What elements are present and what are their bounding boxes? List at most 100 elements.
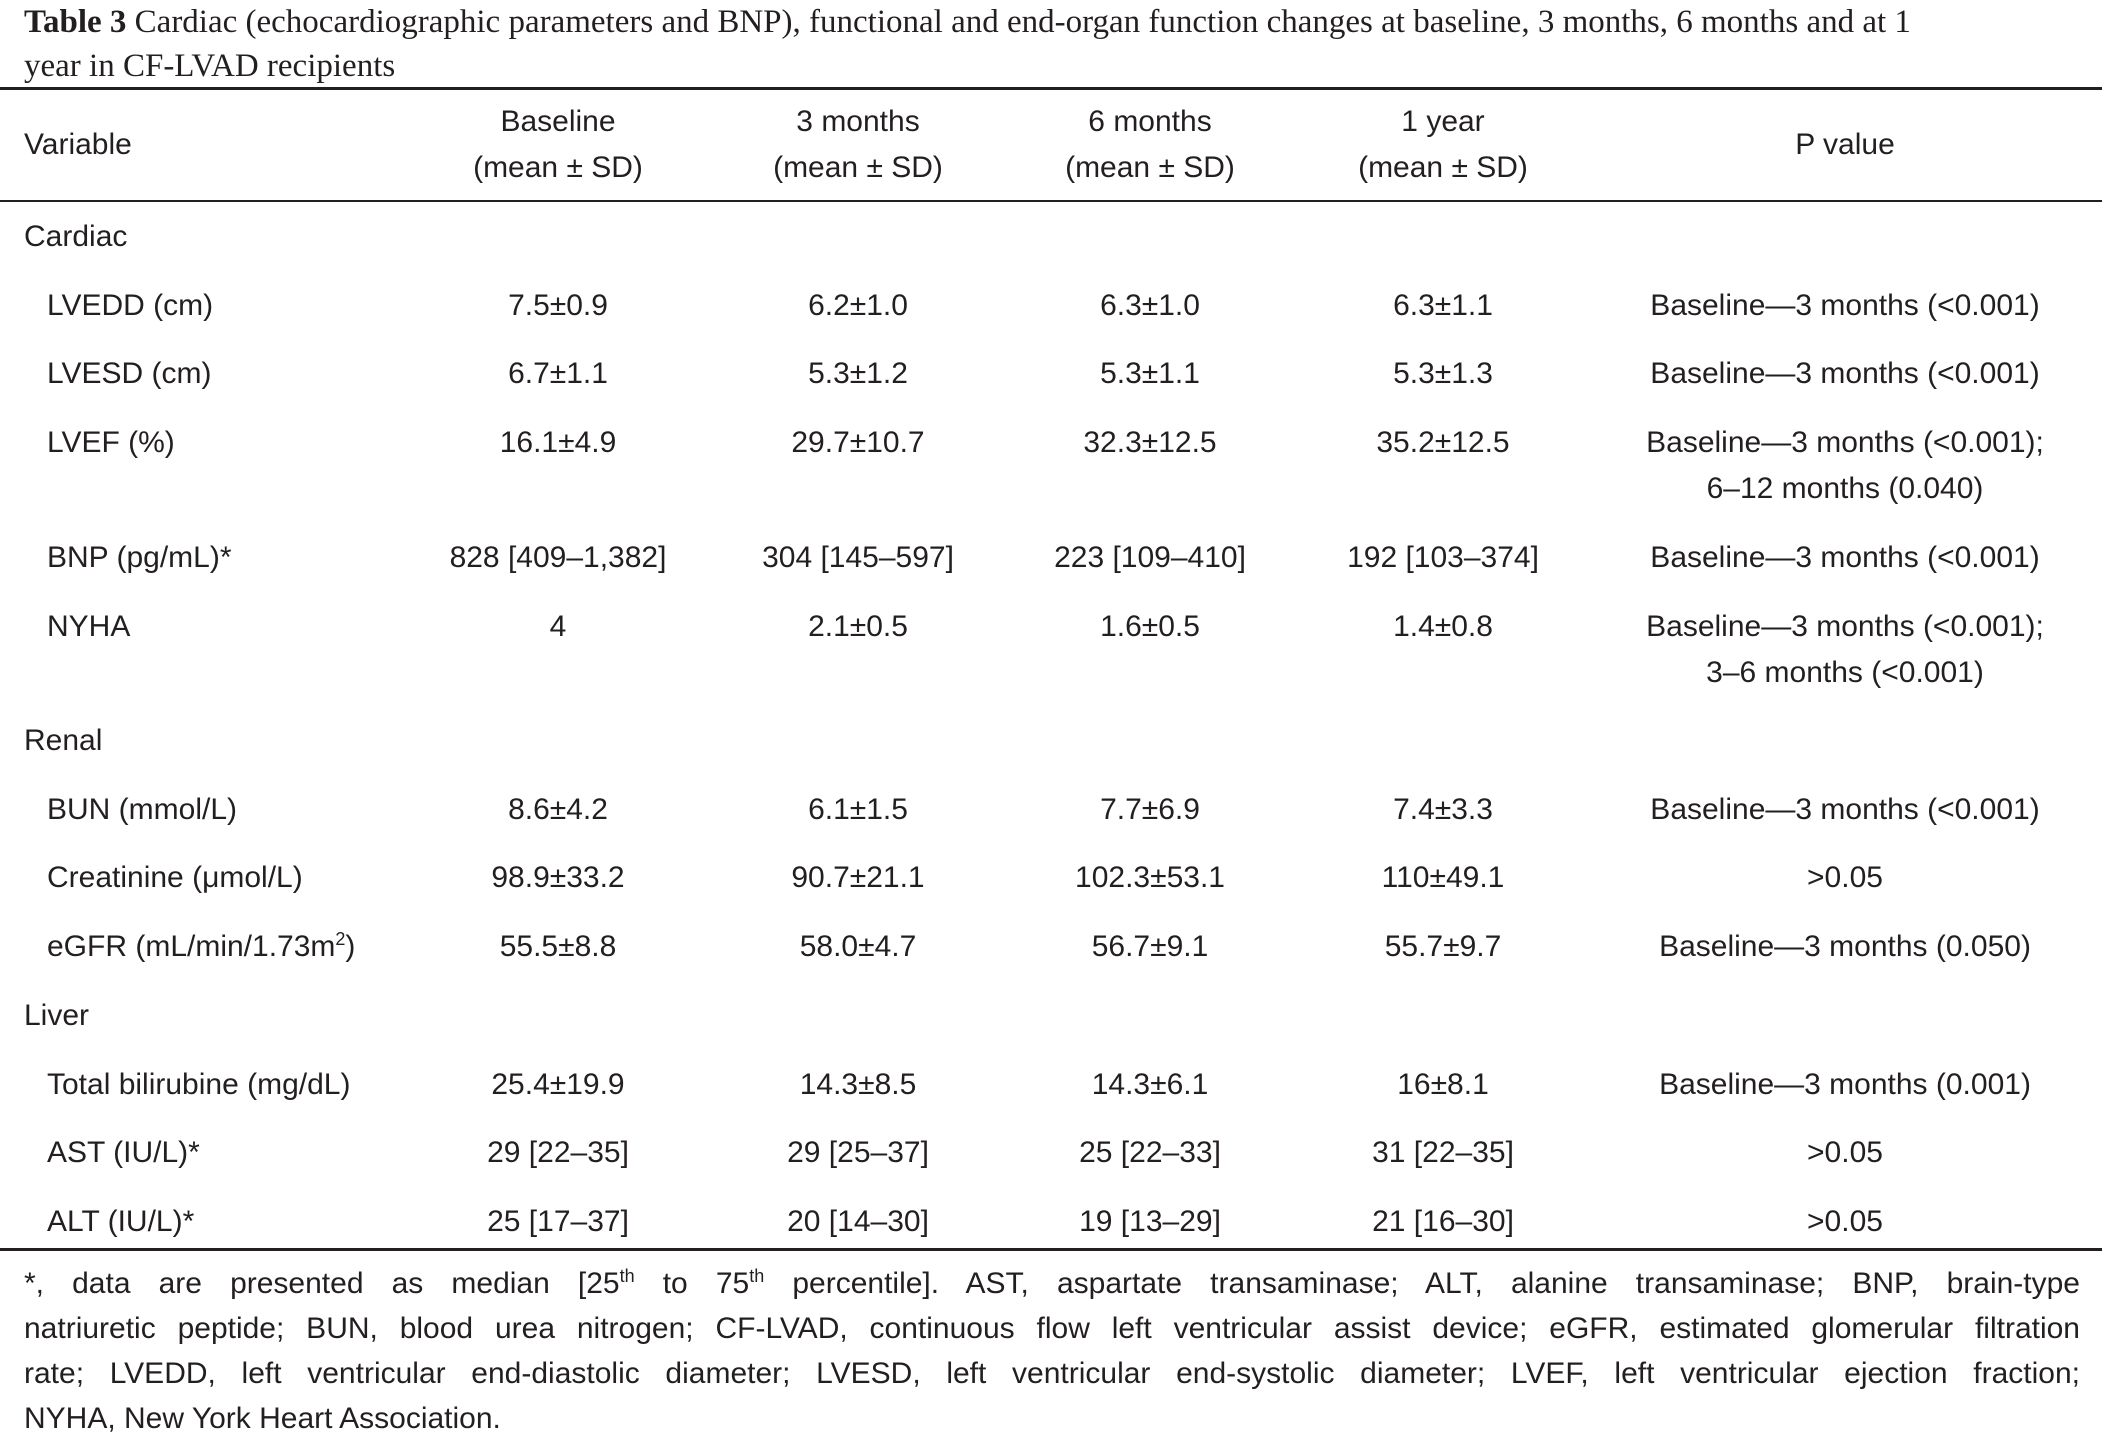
footnote-text: to 75 xyxy=(634,1267,750,1300)
lvedd-6-months: 6.3±1.0 xyxy=(1100,289,1200,322)
row-label-lvedd: LVEDD (cm) xyxy=(47,289,214,322)
nyha-baseline: 4 xyxy=(549,610,567,643)
alt-baseline: 25 [17–37] xyxy=(487,1205,629,1238)
lvef-p-value-line-1: Baseline—3 months (<0.001); xyxy=(1646,426,2044,459)
nyha-p-value-line-2: 3–6 months (<0.001) xyxy=(1706,656,1984,689)
section-cardiac: Cardiac xyxy=(24,220,128,253)
lvef-p-value: Baseline—3 months (<0.001); 6–12 months … xyxy=(1646,420,2044,512)
bnp-1-year: 192 [103–374] xyxy=(1347,541,1539,574)
footnote-line-3: rate; LVEDD, left ventricular end-diasto… xyxy=(24,1357,2080,1390)
egfr-label-superscript: 2 xyxy=(335,929,346,949)
bottom-rule xyxy=(0,1248,2102,1251)
caption-line-1: Table 3 Cardiac (echocardiographic param… xyxy=(24,0,2084,44)
alt-1-year: 21 [16–30] xyxy=(1372,1205,1514,1238)
header-1-year-line-2: (mean ± SD) xyxy=(1358,151,1528,184)
header-variable: Variable xyxy=(24,128,132,161)
lvef-6-months: 32.3±12.5 xyxy=(1083,426,1217,459)
row-label-egfr: eGFR (mL/min/1.73m2) xyxy=(47,924,355,970)
egfr-label-text: eGFR (mL/min/1.73m xyxy=(47,930,336,963)
section-renal: Renal xyxy=(24,724,103,757)
bnp-baseline: 828 [409–1,382] xyxy=(449,541,667,574)
lvedd-p-value: Baseline—3 months (<0.001) xyxy=(1650,289,2040,322)
header-6-months-line-1: 6 months xyxy=(1088,105,1212,138)
creatinine-baseline: 98.9±33.2 xyxy=(491,861,625,894)
footnote-text: percentile]. AST, aspartate transaminase… xyxy=(764,1267,2080,1300)
header-1-year: 1 year (mean ± SD) xyxy=(1358,99,1528,191)
row-label-alt: ALT (IU/L)* xyxy=(47,1205,195,1238)
table-footnote: *, data are presented as median [25 th to… xyxy=(24,1261,2080,1441)
nyha-3-months: 2.1±0.5 xyxy=(808,610,908,643)
footnote-superscript: th xyxy=(749,1266,765,1286)
row-label-nyha: NYHA xyxy=(47,610,131,643)
lvef-3-months: 29.7±10.7 xyxy=(791,426,925,459)
creatinine-1-year: 110±49.1 xyxy=(1381,861,1505,894)
top-rule xyxy=(0,87,2102,90)
nyha-p-value-line-1: Baseline—3 months (<0.001); xyxy=(1646,610,2044,643)
lvedd-baseline: 7.5±0.9 xyxy=(508,289,608,322)
footnote-line-1: *, data are presented as median [25 th to… xyxy=(24,1261,2080,1306)
bilirubine-3-months: 14.3±8.5 xyxy=(799,1068,917,1101)
creatinine-6-months: 102.3±53.1 xyxy=(1075,861,1225,894)
header-6-months: 6 months (mean ± SD) xyxy=(1065,99,1235,191)
caption-label: Table 3 xyxy=(24,4,127,40)
bun-6-months: 7.7±6.9 xyxy=(1100,793,1200,826)
egfr-p-value: Baseline—3 months (0.050) xyxy=(1659,930,2031,963)
header-3-months: 3 months (mean ± SD) xyxy=(773,99,943,191)
caption-text-line-2: year in CF-LVAD recipients xyxy=(24,48,396,84)
ast-6-months: 25 [22–33] xyxy=(1079,1136,1221,1169)
lvef-baseline: 16.1±4.9 xyxy=(499,426,617,459)
bun-3-months: 6.1±1.5 xyxy=(808,793,908,826)
alt-3-months: 20 [14–30] xyxy=(787,1205,929,1238)
header-p-value: P value xyxy=(1795,128,1895,161)
footnote-line-4: NYHA, New York Heart Association. xyxy=(24,1402,501,1435)
row-label-lvesd: LVESD (cm) xyxy=(47,357,212,390)
header-rule xyxy=(0,200,2102,202)
ast-3-months: 29 [25–37] xyxy=(787,1136,929,1169)
bilirubine-baseline: 25.4±19.9 xyxy=(491,1068,625,1101)
bun-p-value: Baseline—3 months (<0.001) xyxy=(1650,793,2040,826)
lvedd-3-months: 6.2±1.0 xyxy=(808,289,908,322)
lvesd-6-months: 5.3±1.1 xyxy=(1100,357,1200,390)
nyha-1-year: 1.4±0.8 xyxy=(1393,610,1493,643)
header-6-months-line-2: (mean ± SD) xyxy=(1065,151,1235,184)
footnote-text: *, data are presented as median [25 xyxy=(24,1267,620,1300)
header-baseline: Baseline (mean ± SD) xyxy=(473,99,643,191)
egfr-1-year: 55.7±9.7 xyxy=(1384,930,1502,963)
bilirubine-6-months: 14.3±6.1 xyxy=(1091,1068,1209,1101)
egfr-6-months: 56.7±9.1 xyxy=(1091,930,1209,963)
egfr-label-close: ) xyxy=(345,930,356,963)
lvef-1-year: 35.2±12.5 xyxy=(1376,426,1510,459)
row-label-ast: AST (IU/L)* xyxy=(47,1136,200,1169)
bnp-3-months: 304 [145–597] xyxy=(762,541,954,574)
egfr-baseline: 55.5±8.8 xyxy=(499,930,617,963)
bun-baseline: 8.6±4.2 xyxy=(508,793,608,826)
nyha-6-months: 1.6±0.5 xyxy=(1100,610,1200,643)
ast-baseline: 29 [22–35] xyxy=(487,1136,629,1169)
row-label-bnp: BNP (pg/mL)* xyxy=(47,541,232,574)
header-baseline-line-2: (mean ± SD) xyxy=(473,151,643,184)
creatinine-3-months: 90.7±21.1 xyxy=(791,861,925,894)
caption-text-line-1: Cardiac (echocardiographic parameters an… xyxy=(134,4,1911,40)
nyha-p-value: Baseline—3 months (<0.001); 3–6 months (… xyxy=(1646,604,2044,696)
lvedd-1-year: 6.3±1.1 xyxy=(1393,289,1493,322)
egfr-3-months: 58.0±4.7 xyxy=(799,930,917,963)
alt-p-value: >0.05 xyxy=(1807,1205,1883,1238)
section-liver: Liver xyxy=(24,999,90,1032)
row-label-bilirubine: Total bilirubine (mg/dL) xyxy=(47,1068,351,1101)
header-3-months-line-2: (mean ± SD) xyxy=(773,151,943,184)
lvesd-p-value: Baseline—3 months (<0.001) xyxy=(1650,357,2040,390)
lvesd-1-year: 5.3±1.3 xyxy=(1393,357,1493,390)
row-label-lvef: LVEF (%) xyxy=(47,426,175,459)
bnp-6-months: 223 [109–410] xyxy=(1054,541,1246,574)
header-baseline-line-1: Baseline xyxy=(500,105,616,138)
row-label-bun: BUN (mmol/L) xyxy=(47,793,238,826)
ast-p-value: >0.05 xyxy=(1807,1136,1883,1169)
lvef-p-value-line-2: 6–12 months (0.040) xyxy=(1706,472,1984,505)
ast-1-year: 31 [22–35] xyxy=(1372,1136,1514,1169)
lvesd-3-months: 5.3±1.2 xyxy=(808,357,908,390)
alt-6-months: 19 [13–29] xyxy=(1079,1205,1221,1238)
row-label-creatinine: Creatinine (μmol/L) xyxy=(47,861,303,894)
bilirubine-p-value: Baseline—3 months (0.001) xyxy=(1659,1068,2031,1101)
